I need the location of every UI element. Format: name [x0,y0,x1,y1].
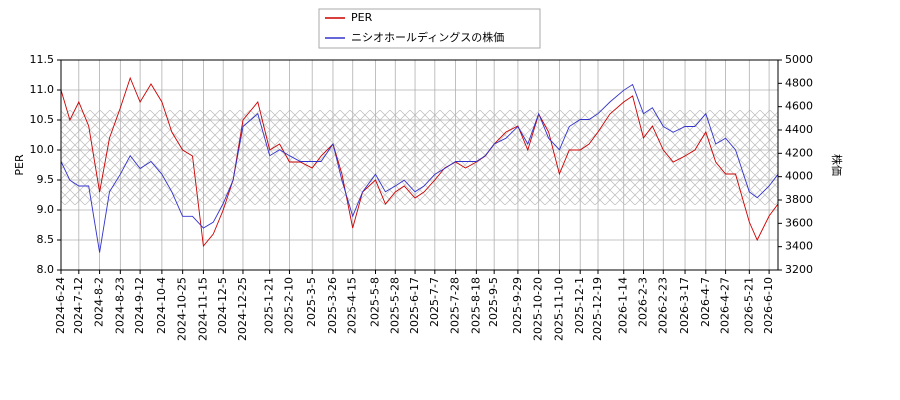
x-tick-label: 2025-5-28 [388,277,401,334]
x-tick-label: 2025-7-28 [449,277,462,334]
y2-tick-label: 3800 [785,193,813,206]
y-tick-label: 11.0 [30,83,55,96]
y2-tick-label: 4600 [785,100,813,113]
y2-tick-label: 4800 [785,76,813,89]
y2-tick-label: 3400 [785,240,813,253]
y-tick-label: 11.5 [30,53,55,66]
series-line [60,83,779,253]
x-tick-label: 2024-11-15 [196,277,209,341]
x-tick-label: 2024-8-23 [113,277,126,334]
y-tick-label: 8.0 [37,263,55,276]
x-tick-label: 2024-9-12 [133,277,146,334]
x-tick-label: 2026-3-17 [678,277,691,334]
x-tick-label: 2025-2-10 [282,277,295,334]
range-band [61,110,778,205]
legend-label: PER [351,11,373,24]
x-tick-label: 2024-10-25 [176,277,189,341]
y-tick-label: 9.5 [37,173,55,186]
x-tick-label: 2026-5-21 [742,277,755,334]
legend: PER ニシオホールディングスの株価 [318,8,541,49]
y2-axis-label: 株価 [830,154,844,176]
x-tick-label: 2025-7-7 [428,277,441,327]
x-tick-label: 2025-3-26 [326,277,339,334]
x-tick-label: 2024-12-25 [236,277,249,341]
y-tick-label: 9.0 [37,203,55,216]
x-tick-label: 2025-8-18 [469,277,482,334]
y-axis-label: PER [13,154,26,176]
y2-tick-label: 4400 [785,123,813,136]
x-tick-label: 2024-8-2 [93,277,106,327]
x-tick-label: 2026-1-14 [617,277,630,334]
x-tick-label: 2026-4-27 [719,277,732,334]
series-line [60,76,779,248]
x-tick-label: 2026-4-7 [699,277,712,327]
y-tick-label: 8.5 [37,233,55,246]
x-tick-label: 2026-6-10 [762,277,775,334]
legend-label: ニシオホールディングスの株価 [351,30,504,44]
x-tick-label: 2025-10-20 [532,277,545,341]
x-tick-label: 2025-3-5 [305,277,318,327]
y-tick-label: 10.5 [30,113,55,126]
x-tick-label: 2025-1-21 [263,277,276,334]
x-tick-label: 2025-4-15 [346,277,359,334]
plot-frame [60,59,779,271]
y2-tick-label: 4200 [785,146,813,159]
x-tick-label: 2025-5-8 [368,277,381,327]
x-tick-label: 2025-11-10 [552,277,565,341]
y2-tick-label: 4000 [785,170,813,183]
x-tick-label: 2025-9-29 [511,277,524,334]
x-tick-label: 2025-12-19 [591,277,604,341]
y2-tick-label: 3200 [785,263,813,276]
x-tick-label: 2024-10-4 [155,277,168,334]
y2-tick-label: 3600 [785,216,813,229]
x-tick-label: 2026-2-23 [656,277,669,334]
x-tick-label: 2025-12-1 [573,277,586,334]
x-tick-label: 2024-7-12 [72,277,85,334]
x-tick-label: 2024-6-24 [54,277,67,334]
x-tick-label: 2026-2-3 [637,277,650,327]
y-tick-label: 10.0 [30,143,55,156]
x-tick-label: 2025-9-5 [487,277,500,327]
y2-tick-label: 5000 [785,53,813,66]
legend-box [318,8,541,49]
x-tick-label: 2025-6-17 [408,277,421,334]
x-tick-label: 2024-12-5 [216,277,229,334]
